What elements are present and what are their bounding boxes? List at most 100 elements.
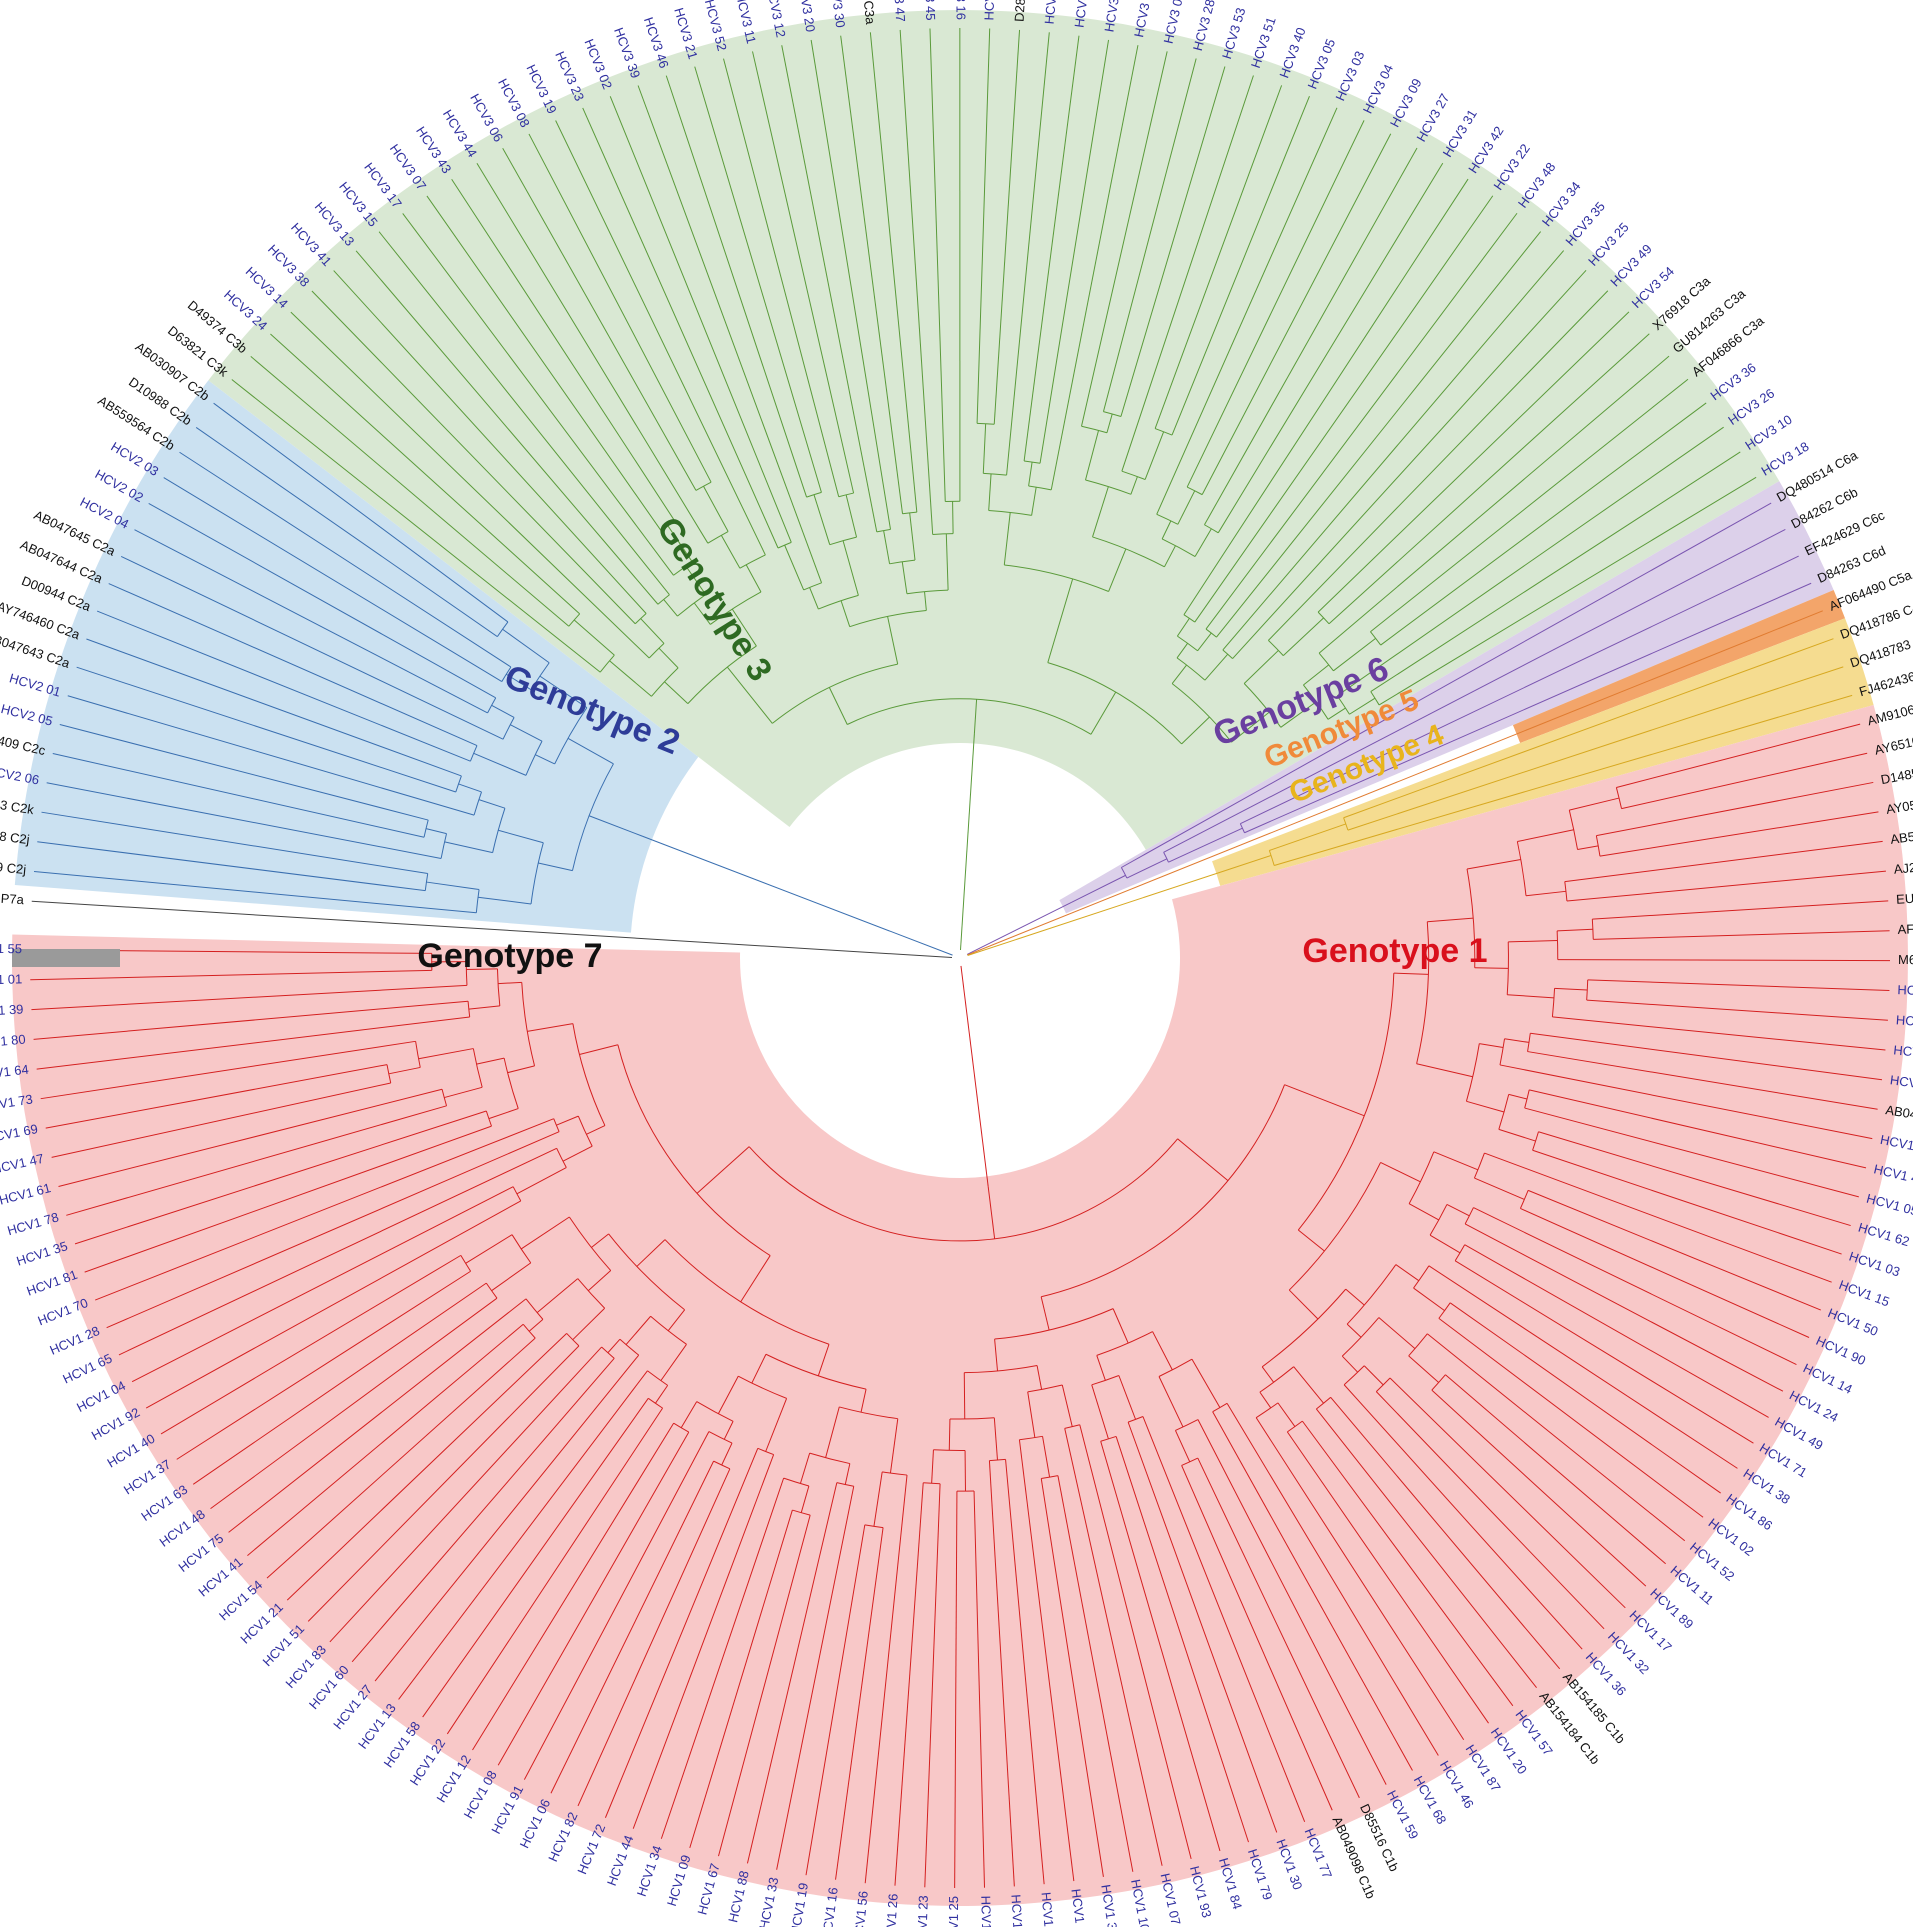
tip-branch [1142,1416,1306,1822]
clade-stem [466,968,498,971]
clade-stem [1474,967,1509,969]
clade-stem [609,660,652,697]
clade-stem [887,616,899,665]
clade-stem [654,1385,669,1404]
sector-g2 [14,380,699,933]
tip-branch [1212,1411,1413,1771]
clade-stem [1363,1365,1384,1386]
clade-stem [1446,1203,1470,1217]
clade-stem [498,829,544,844]
clade-stem [1194,528,1212,557]
clade-stem [425,828,447,835]
tip-branch [1557,959,1891,962]
clade-arc [1028,485,1052,491]
clade-stem [388,1066,421,1075]
reference-tip-label: EF108306 P7a [0,887,25,907]
clade-stem [1027,1391,1036,1438]
tip-branch [1586,999,1888,1021]
tip-branch [374,1354,640,1682]
tip-branch [213,402,509,623]
clade-stem [539,675,588,709]
clade-stem [1508,939,1558,943]
tip-branch [76,666,456,793]
clade-stem [817,1344,830,1377]
tip-branch [1552,1016,1886,1051]
study-tip-label: HCV1 62 [1856,1220,1911,1250]
clade-arc [1346,1264,1397,1325]
tip-branch [1464,1223,1784,1392]
clade-stem [1177,1138,1229,1182]
tip-branch [106,1131,560,1329]
tip-branch [52,753,425,838]
study-tip-label: HCV3 42 [1465,123,1506,175]
reference-tip-label: M67463 C1a [1898,952,1913,967]
clade-stem [1429,1234,1461,1254]
clade-stem [1096,1355,1106,1381]
tip-branch [1205,212,1518,630]
tip-branch [1347,666,1844,831]
clade-stem [1259,1391,1272,1409]
tip-branch [1343,1384,1583,1650]
study-tip-label: HCV1 87 [1463,1742,1504,1794]
tip-branch [398,1370,648,1700]
tip-branch [497,1431,690,1766]
tip-branch [402,213,674,576]
tip-branch [1592,900,1889,920]
clade-arc [1092,536,1165,568]
clade-arc [1268,640,1284,656]
clade-stem [703,486,729,532]
clade-stem [945,533,949,591]
clade-arc [465,961,468,986]
clade-stem [587,1270,612,1292]
tip-branch [46,782,442,859]
tip-branch [36,1016,470,1070]
tip-branch [1216,231,1542,638]
clade-stem [607,1338,621,1354]
clade-arc [568,1216,612,1271]
clade-stem [1092,486,1109,538]
study-tip-label: HCV1 71 [1757,1440,1810,1480]
tip-branch [528,133,712,483]
tip-branch [1240,555,1799,825]
clade-stem [693,602,711,625]
tip-branch [1454,1260,1754,1444]
clade-arc [994,1308,1114,1340]
clade-stem [562,1145,593,1162]
clade-stem [536,1278,579,1314]
clade-arc [673,561,693,576]
study-tip-label: HCV1 12 [433,1752,473,1805]
clade-stem [1288,1289,1319,1320]
clade-stem [520,1216,570,1250]
clade-stem [1152,1331,1173,1371]
clade-stem [1349,697,1376,715]
clade-stem [516,1167,567,1195]
study-tip-label: HCV3 40 [1276,25,1308,80]
tip-branch [1183,178,1469,615]
tip-branch [247,1323,524,1556]
tip-branch [176,1270,471,1460]
clade-stem [1118,1375,1137,1420]
study-tip-label: HCV3 44 [440,107,480,160]
tip-branch [1127,1421,1278,1833]
tip-branch [118,1147,557,1356]
tip-branch [752,51,855,494]
tip-branch [1197,1419,1387,1785]
tip-branch [148,502,496,699]
clade-stem [1191,1358,1221,1408]
tip-branch [95,1118,554,1301]
clade-stem [556,1115,579,1126]
clade-stem [1168,827,1243,863]
study-tip-label: HCV3 31 [1440,107,1480,160]
clade-stem [1174,1430,1191,1463]
tip-branch [1530,1032,1883,1081]
tip-branch [51,1082,391,1158]
tip-branch [1156,107,1338,515]
tip-branch [1268,290,1609,641]
clade-arc [1564,881,1568,902]
clade-stem [982,423,987,474]
clade-stem [477,896,532,905]
clade-arc [765,1353,867,1390]
sector-g3 [208,10,1780,850]
study-tip-label: HCV1 50 [1826,1305,1881,1339]
clade-stem [510,724,543,742]
